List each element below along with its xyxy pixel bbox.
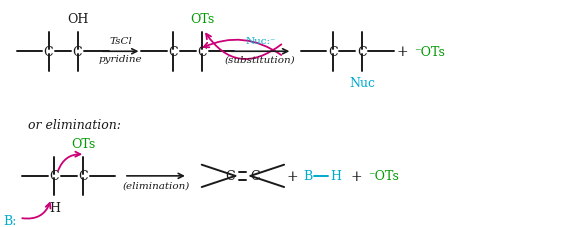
Text: C: C (73, 46, 83, 59)
Text: pyridine: pyridine (98, 55, 142, 64)
Text: C: C (197, 46, 207, 59)
Text: ⁻OTs: ⁻OTs (367, 170, 398, 183)
Text: (elimination): (elimination) (122, 180, 189, 189)
Text: B: B (304, 170, 312, 183)
Text: TsCl: TsCl (109, 37, 132, 46)
Text: H: H (49, 201, 60, 214)
Text: (substitution): (substitution) (225, 55, 296, 64)
Text: B:: B: (3, 215, 16, 227)
Text: Nuc:⁻: Nuc:⁻ (245, 37, 275, 46)
Text: C: C (168, 46, 178, 59)
Text: or elimination:: or elimination: (28, 118, 121, 131)
Text: OH: OH (67, 13, 88, 26)
Text: C: C (226, 170, 236, 183)
Text: C: C (49, 170, 59, 183)
Text: C: C (328, 46, 338, 59)
Text: C: C (250, 170, 260, 183)
Text: Nuc: Nuc (349, 77, 375, 90)
Text: OTs: OTs (190, 13, 214, 26)
Text: +: + (350, 169, 362, 183)
Text: C: C (357, 46, 367, 59)
Text: +: + (287, 169, 298, 183)
Text: H: H (330, 170, 341, 183)
Text: C: C (44, 46, 53, 59)
Text: OTs: OTs (71, 138, 96, 151)
Text: +: + (397, 45, 408, 59)
Text: ⁻OTs: ⁻OTs (414, 46, 445, 59)
Text: C: C (79, 170, 88, 183)
